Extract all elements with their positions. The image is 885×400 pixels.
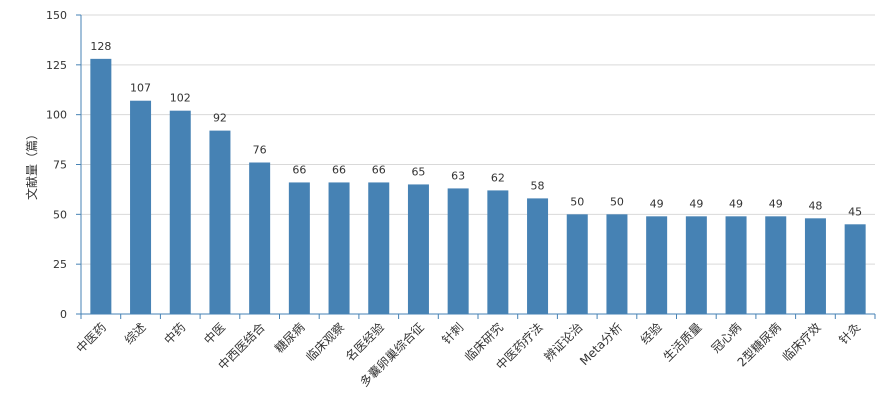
data-label-2: 102: [170, 92, 191, 105]
data-label-1: 107: [130, 82, 151, 95]
y-tick-label: 125: [46, 59, 67, 72]
y-tick-label: 50: [53, 208, 67, 221]
x-tick-label-0: 中医药: [73, 320, 109, 356]
data-label-11: 58: [531, 179, 545, 192]
bar-10[interactable]: [487, 190, 509, 314]
y-tick-label: 0: [60, 308, 67, 321]
y-tick-labels: 0 25 50 75 100 125 150: [46, 9, 67, 321]
data-label-9: 63: [451, 169, 465, 182]
data-label-18: 48: [808, 199, 822, 212]
data-label-17: 49: [769, 197, 783, 210]
x-tick-label-15: 生活质量: [661, 320, 705, 364]
grid-lines: [81, 14, 875, 265]
data-label-6: 66: [332, 163, 346, 176]
x-tick-label-2: 中药: [161, 320, 189, 348]
bar-9[interactable]: [447, 188, 469, 314]
bar-11[interactable]: [527, 198, 549, 314]
bar-6[interactable]: [328, 182, 350, 314]
bar-14[interactable]: [646, 216, 668, 314]
bar-3[interactable]: [209, 130, 231, 314]
x-tick-label-1: 综述: [122, 320, 149, 347]
bar-13[interactable]: [606, 214, 628, 314]
y-tick-label: 75: [53, 159, 67, 172]
data-label-7: 66: [372, 163, 386, 176]
bars: [90, 58, 866, 315]
data-label-12: 50: [570, 195, 584, 208]
x-tick-label-17: 2型糖尿病: [734, 320, 784, 370]
data-label-5: 66: [292, 163, 306, 176]
bar-19[interactable]: [844, 224, 866, 314]
x-tick-label-13: Meta分析: [577, 320, 625, 368]
bar-12[interactable]: [566, 214, 588, 314]
bar-2[interactable]: [169, 110, 191, 315]
y-tick-label: 100: [46, 109, 67, 122]
bar-18[interactable]: [804, 218, 826, 314]
bar-5[interactable]: [288, 182, 310, 314]
bar-1[interactable]: [130, 100, 152, 314]
y-tick-label: 150: [46, 9, 67, 22]
data-label-10: 62: [491, 171, 505, 184]
y-tick-label: 25: [53, 258, 67, 271]
data-label-8: 65: [411, 165, 425, 178]
x-tick-label-3: 中医: [200, 320, 228, 348]
x-tick-label-9: 针刺: [439, 320, 467, 348]
bar-15[interactable]: [685, 216, 707, 314]
data-label-13: 50: [610, 195, 624, 208]
data-label-0: 128: [90, 40, 111, 53]
data-label-4: 76: [253, 144, 267, 157]
x-tick-label-6: 临床观察: [303, 320, 347, 364]
bar-16[interactable]: [725, 216, 747, 314]
data-label-19: 45: [848, 205, 862, 218]
x-tick-label-16: 冠心病: [708, 320, 744, 356]
bar-8[interactable]: [407, 184, 429, 314]
bar-17[interactable]: [765, 216, 787, 314]
data-label-15: 49: [689, 197, 703, 210]
y-axis-title: 文献量（篇）: [24, 128, 39, 200]
data-label-3: 92: [213, 112, 227, 125]
x-tick-label-5: 糖尿病: [271, 320, 307, 356]
bar-0[interactable]: [90, 58, 112, 314]
bar-7[interactable]: [368, 182, 390, 314]
data-label-14: 49: [650, 197, 664, 210]
x-tick-label-19: 针灸: [836, 320, 864, 348]
bar-4[interactable]: [249, 162, 271, 314]
x-tick-label-14: 经验: [637, 320, 665, 348]
value-labels: 128 107 102 92 76 66 66 66 65 63 62 58 50 50 49 49 49 49 4…: [90, 40, 862, 218]
x-tick-label-18: 临床疗效: [779, 320, 824, 365]
data-label-16: 49: [729, 197, 743, 210]
axes: [76, 14, 876, 319]
